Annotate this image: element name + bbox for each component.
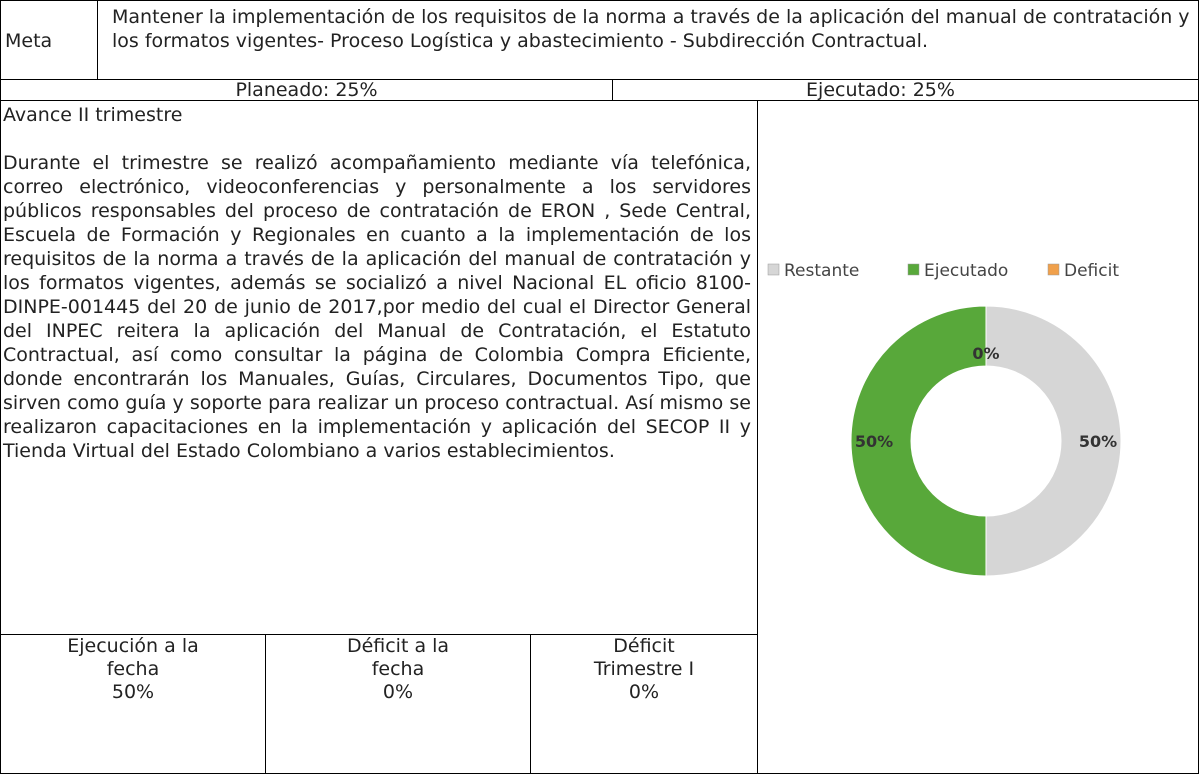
donut-chart: Restante Ejecutado Deficit 50% 50% 0%: [767, 261, 1122, 577]
summary-value: 50%: [111, 681, 155, 703]
avance-heading: Avance II trimestre: [3, 104, 183, 126]
donut-segment: [850, 305, 987, 577]
avance-body: Durante el trimestre se realizó acompaña…: [3, 152, 751, 462]
summary-label: Déficit a la fecha: [346, 635, 450, 680]
planeado-cell: Planeado: 25%: [0, 79, 613, 101]
legend-label: Restante: [784, 261, 859, 281]
summary-label: Déficit Trimestre I: [593, 635, 695, 680]
ejecutado: Ejecutado: 25%: [806, 79, 955, 101]
donut-segment: [985, 305, 1122, 577]
data-label: 50%: [1079, 432, 1117, 451]
legend-label: Deficit: [1064, 261, 1119, 281]
planeado: Planeado: 25%: [235, 79, 378, 101]
summary-cell: Ejecución a la fecha 50%: [0, 634, 266, 774]
data-label: 50%: [855, 432, 893, 451]
meta-label: Meta: [5, 30, 53, 52]
summary-value: 0%: [628, 681, 660, 703]
data-label: 0%: [972, 344, 999, 363]
summary-label: Ejecución a la fecha: [67, 635, 199, 680]
ejecutado-cell: Ejecutado: 25%: [612, 79, 1199, 101]
meta-text: Mantener la implementación de los requis…: [112, 6, 1190, 52]
legend-swatch: [1047, 263, 1060, 276]
summary-value: 0%: [382, 681, 414, 703]
summary-cell: Déficit a la fecha 0%: [265, 634, 531, 774]
legend-swatch: [907, 263, 920, 276]
legend-label: Ejecutado: [924, 261, 1008, 281]
legend-swatch: [767, 263, 780, 276]
meta-label-cell: Meta: [0, 0, 98, 80]
meta-text-cell: Mantener la implementación de los requis…: [97, 0, 1199, 80]
summary-cell: Déficit Trimestre I 0%: [530, 634, 758, 774]
avance-cell: Avance II trimestre Durante el trimestre…: [0, 100, 758, 635]
chart-cell: Restante Ejecutado Deficit 50% 50% 0%: [757, 100, 1199, 774]
